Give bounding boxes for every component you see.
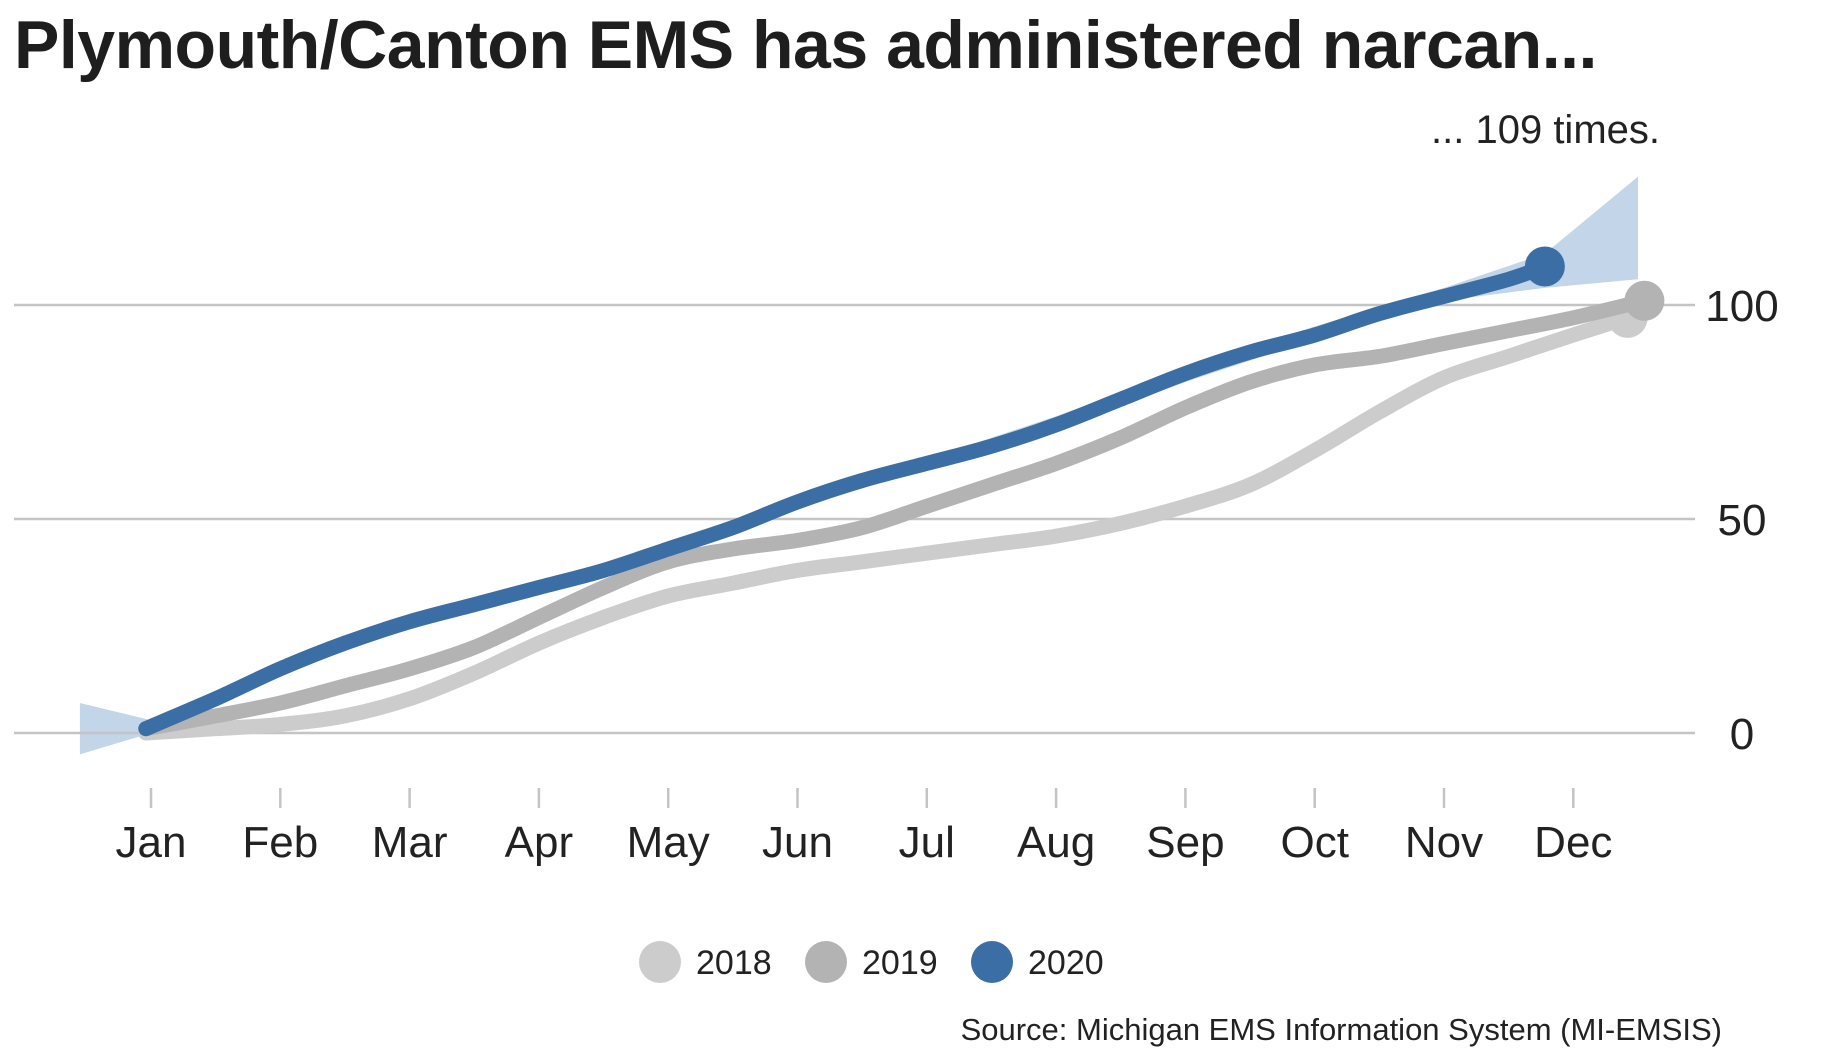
legend-marker-2019 — [805, 941, 847, 983]
series-line-2020 — [138, 259, 1553, 737]
legend: 2018 2019 2020 — [639, 941, 1104, 983]
x-tick-label-apr: Apr — [505, 818, 573, 867]
total-annotation: ... 109 times. — [1431, 108, 1660, 152]
series-line-2018 — [138, 310, 1636, 741]
series-end-marker-2020 — [1524, 246, 1565, 287]
x-tick-label-nov: Nov — [1405, 818, 1483, 867]
legend-label-2020: 2020 — [1028, 944, 1104, 982]
forecast-band-layer — [79, 176, 1638, 755]
x-tick-label-feb: Feb — [242, 818, 318, 867]
series-end-marker-2019 — [1624, 280, 1665, 321]
forecast-band — [79, 176, 1638, 755]
x-tick-label-sep: Sep — [1146, 818, 1224, 867]
x-tick-label-may: May — [627, 818, 710, 867]
y-axis: 0 50 100 — [1705, 282, 1778, 759]
y-tick-label-0: 0 — [1730, 710, 1754, 759]
x-axis: Jan Feb Mar Apr May Jun Jul Aug Sep Oct Nov Dec — [116, 788, 1612, 867]
chart-title: Plymouth/Canton EMS has administered nar… — [14, 7, 1597, 83]
legend-marker-2018 — [639, 941, 681, 983]
x-tick-label-oct: Oct — [1280, 818, 1348, 867]
legend-label-2018: 2018 — [696, 944, 772, 982]
y-tick-label-100: 100 — [1705, 282, 1778, 331]
x-tick-label-mar: Mar — [372, 818, 448, 867]
x-tick-label-dec: Dec — [1534, 818, 1612, 867]
legend-label-2019: 2019 — [862, 944, 938, 982]
y-tick-label-50: 50 — [1718, 496, 1767, 545]
series-line-2019 — [138, 293, 1652, 737]
x-tick-label-jan: Jan — [116, 818, 187, 867]
x-tick-label-aug: Aug — [1017, 818, 1095, 867]
source-note: Source: Michigan EMS Information System … — [960, 1012, 1722, 1047]
x-tick-label-jul: Jul — [899, 818, 955, 867]
legend-marker-2020 — [971, 941, 1013, 983]
series-lines — [138, 246, 1665, 741]
x-tick-label-jun: Jun — [762, 818, 833, 867]
